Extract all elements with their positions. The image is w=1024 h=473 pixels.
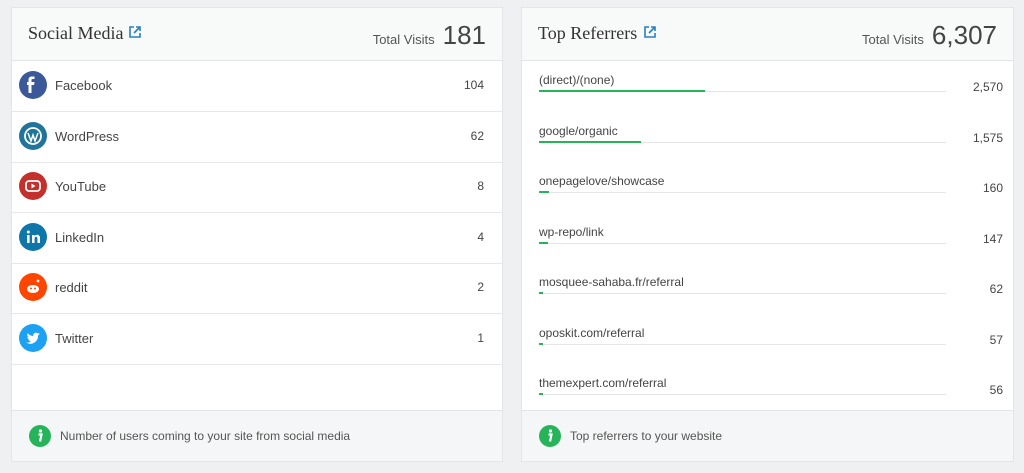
panel-header: Top Referrers Total Visits 6,307	[522, 8, 1013, 61]
bar	[539, 393, 543, 395]
social-visits: 8	[477, 179, 484, 193]
referrer-name: google/organic	[539, 123, 618, 138]
bar-track	[539, 91, 946, 92]
social-visits: 4	[477, 229, 484, 244]
referrers-panel: Top Referrers Total Visits 6,307 (direct…	[521, 7, 1014, 462]
bar	[539, 90, 705, 92]
panel-title: Social Media	[28, 23, 124, 43]
footer-text: Number of users coming to your site from…	[60, 429, 351, 443]
bar	[539, 342, 543, 345]
referrer-visits: 147	[982, 231, 1003, 246]
bar-track	[539, 394, 946, 395]
bar	[539, 191, 550, 193]
panel-footer: Top referrers to your website	[522, 410, 1013, 461]
referrer-row: mosquee-sahaba.fr/referral 62	[522, 263, 1013, 313]
referrer-visits: 160	[982, 181, 1003, 195]
footer-text: Top referrers to your website	[570, 429, 723, 443]
social-name: YouTube	[55, 179, 107, 194]
social-row: LinkedIn 4	[12, 213, 502, 264]
social-visits: 1	[477, 330, 484, 345]
bar	[539, 140, 641, 143]
referrer-row: onepagelove/showcase 160	[522, 162, 1013, 212]
referrer-row: oposkit.com/referral 57	[522, 314, 1013, 364]
total: Total Visits 6,307	[862, 20, 997, 51]
referrer-name: wp-repo/link	[539, 224, 604, 239]
social-visits: 62	[470, 128, 484, 143]
social-icon	[19, 273, 47, 301]
social-icon	[19, 71, 47, 99]
referrer-visits: 1,575	[972, 130, 1003, 145]
referrer-visits: 57	[989, 332, 1003, 347]
referrer-name: mosquee-sahaba.fr/referral	[539, 275, 684, 289]
bar	[539, 241, 549, 244]
bar-track	[539, 293, 946, 294]
social-visits: 2	[477, 280, 484, 294]
bar-track	[539, 343, 946, 345]
referrer-row: wp-repo/link 147	[522, 213, 1013, 263]
referrer-visits: 56	[989, 383, 1003, 397]
info-icon	[539, 425, 561, 447]
referrer-row: google/organic 1,575	[522, 112, 1013, 162]
bar-track	[539, 192, 946, 193]
social-row: Facebook 104	[12, 61, 502, 112]
referrer-name: oposkit.com/referral	[539, 325, 645, 340]
bar	[539, 292, 543, 294]
social-panel: Social Media Total Visits 181 Facebook 10…	[11, 7, 503, 462]
social-icon	[19, 323, 47, 352]
panel-footer: Number of users coming to your site from…	[12, 410, 502, 461]
total-value: 181	[442, 20, 486, 50]
panel-title: Top Referrers	[538, 23, 638, 43]
social-icon	[19, 172, 47, 200]
social-name: reddit	[55, 280, 88, 295]
total-value: 6,307	[931, 20, 997, 50]
total-label: Total Visits	[372, 32, 435, 47]
referrer-name: onepagelove/showcase	[539, 174, 665, 188]
social-icon	[19, 121, 47, 150]
social-row: Twitter 1	[12, 314, 502, 365]
social-name: WordPress	[55, 128, 120, 144]
social-name: Facebook	[55, 78, 113, 93]
referrer-row: themexpert.com/referral 56	[522, 364, 1013, 414]
info-icon	[29, 425, 51, 447]
referrer-name: (direct)/(none)	[539, 73, 615, 87]
referrer-name: themexpert.com/referral	[539, 376, 667, 390]
social-row: reddit 2	[12, 263, 502, 314]
social-name: LinkedIn	[55, 229, 105, 245]
social-row: WordPress 62	[12, 112, 502, 163]
social-row: YouTube 8	[12, 162, 502, 213]
total-label: Total Visits	[862, 32, 924, 47]
panel-header: Social Media Total Visits 181	[12, 8, 502, 61]
total: Total Visits 181	[373, 20, 486, 51]
bar-track	[539, 242, 946, 244]
bar-track	[539, 141, 946, 143]
social-icon	[19, 222, 47, 251]
external-link[interactable]	[129, 26, 141, 38]
referrer-visits: 2,570	[972, 80, 1003, 94]
social-name: Twitter	[55, 330, 94, 346]
referrer-visits: 62	[989, 282, 1003, 296]
social-visits: 104	[463, 78, 484, 92]
referrer-row: (direct)/(none) 2,570	[522, 61, 1013, 111]
external-link[interactable]	[644, 26, 656, 38]
